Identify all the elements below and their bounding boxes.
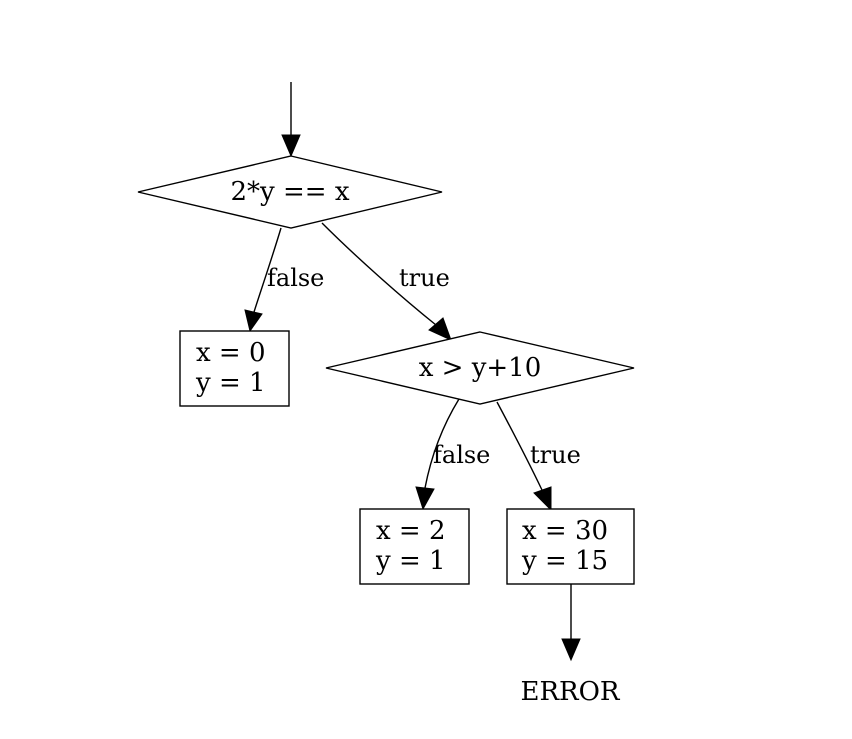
assignment-box-1: x = 0 y = 1 xyxy=(179,330,290,407)
box-3-line-1: x = 30 xyxy=(522,516,608,546)
error-terminal: ERROR xyxy=(520,677,620,707)
edge-d2-true: true xyxy=(496,401,581,512)
box-2-line-2: y = 1 xyxy=(375,546,446,576)
edge-d1-true: true xyxy=(321,222,452,341)
edge-d1-false-arrowhead xyxy=(244,309,263,333)
decision-node-2: x > y+10 xyxy=(325,331,635,405)
assignment-box-3: x = 30 y = 15 xyxy=(506,508,635,585)
entry-arrowhead xyxy=(281,134,301,158)
edge-d2-false-arrowhead xyxy=(415,486,435,511)
edge-d2-false: false xyxy=(415,398,490,511)
box-3-line-2: y = 15 xyxy=(521,546,608,576)
edge-to-error-arrowhead xyxy=(561,638,581,662)
edge-d1-true-label: true xyxy=(399,264,450,292)
edge-d2-true-label: true xyxy=(530,441,581,469)
edge-to-error xyxy=(561,584,581,662)
edge-d2-false-label: false xyxy=(433,441,490,469)
box-2-line-1: x = 2 xyxy=(376,516,446,546)
box-1-line-1: x = 0 xyxy=(196,338,266,368)
entry-edge xyxy=(281,82,301,158)
edge-d1-false-label: false xyxy=(267,264,324,292)
decision-node-1: 2*y == x xyxy=(137,155,443,229)
edge-d1-true-arrowhead xyxy=(428,317,452,341)
decision-2-text: x > y+10 xyxy=(419,353,542,383)
decision-1-text: 2*y == x xyxy=(231,177,350,207)
assignment-box-2: x = 2 y = 1 xyxy=(359,508,470,585)
box-1-line-2: y = 1 xyxy=(195,368,266,398)
edge-d2-true-arrowhead xyxy=(533,486,552,512)
edge-d1-false: false xyxy=(244,227,324,333)
